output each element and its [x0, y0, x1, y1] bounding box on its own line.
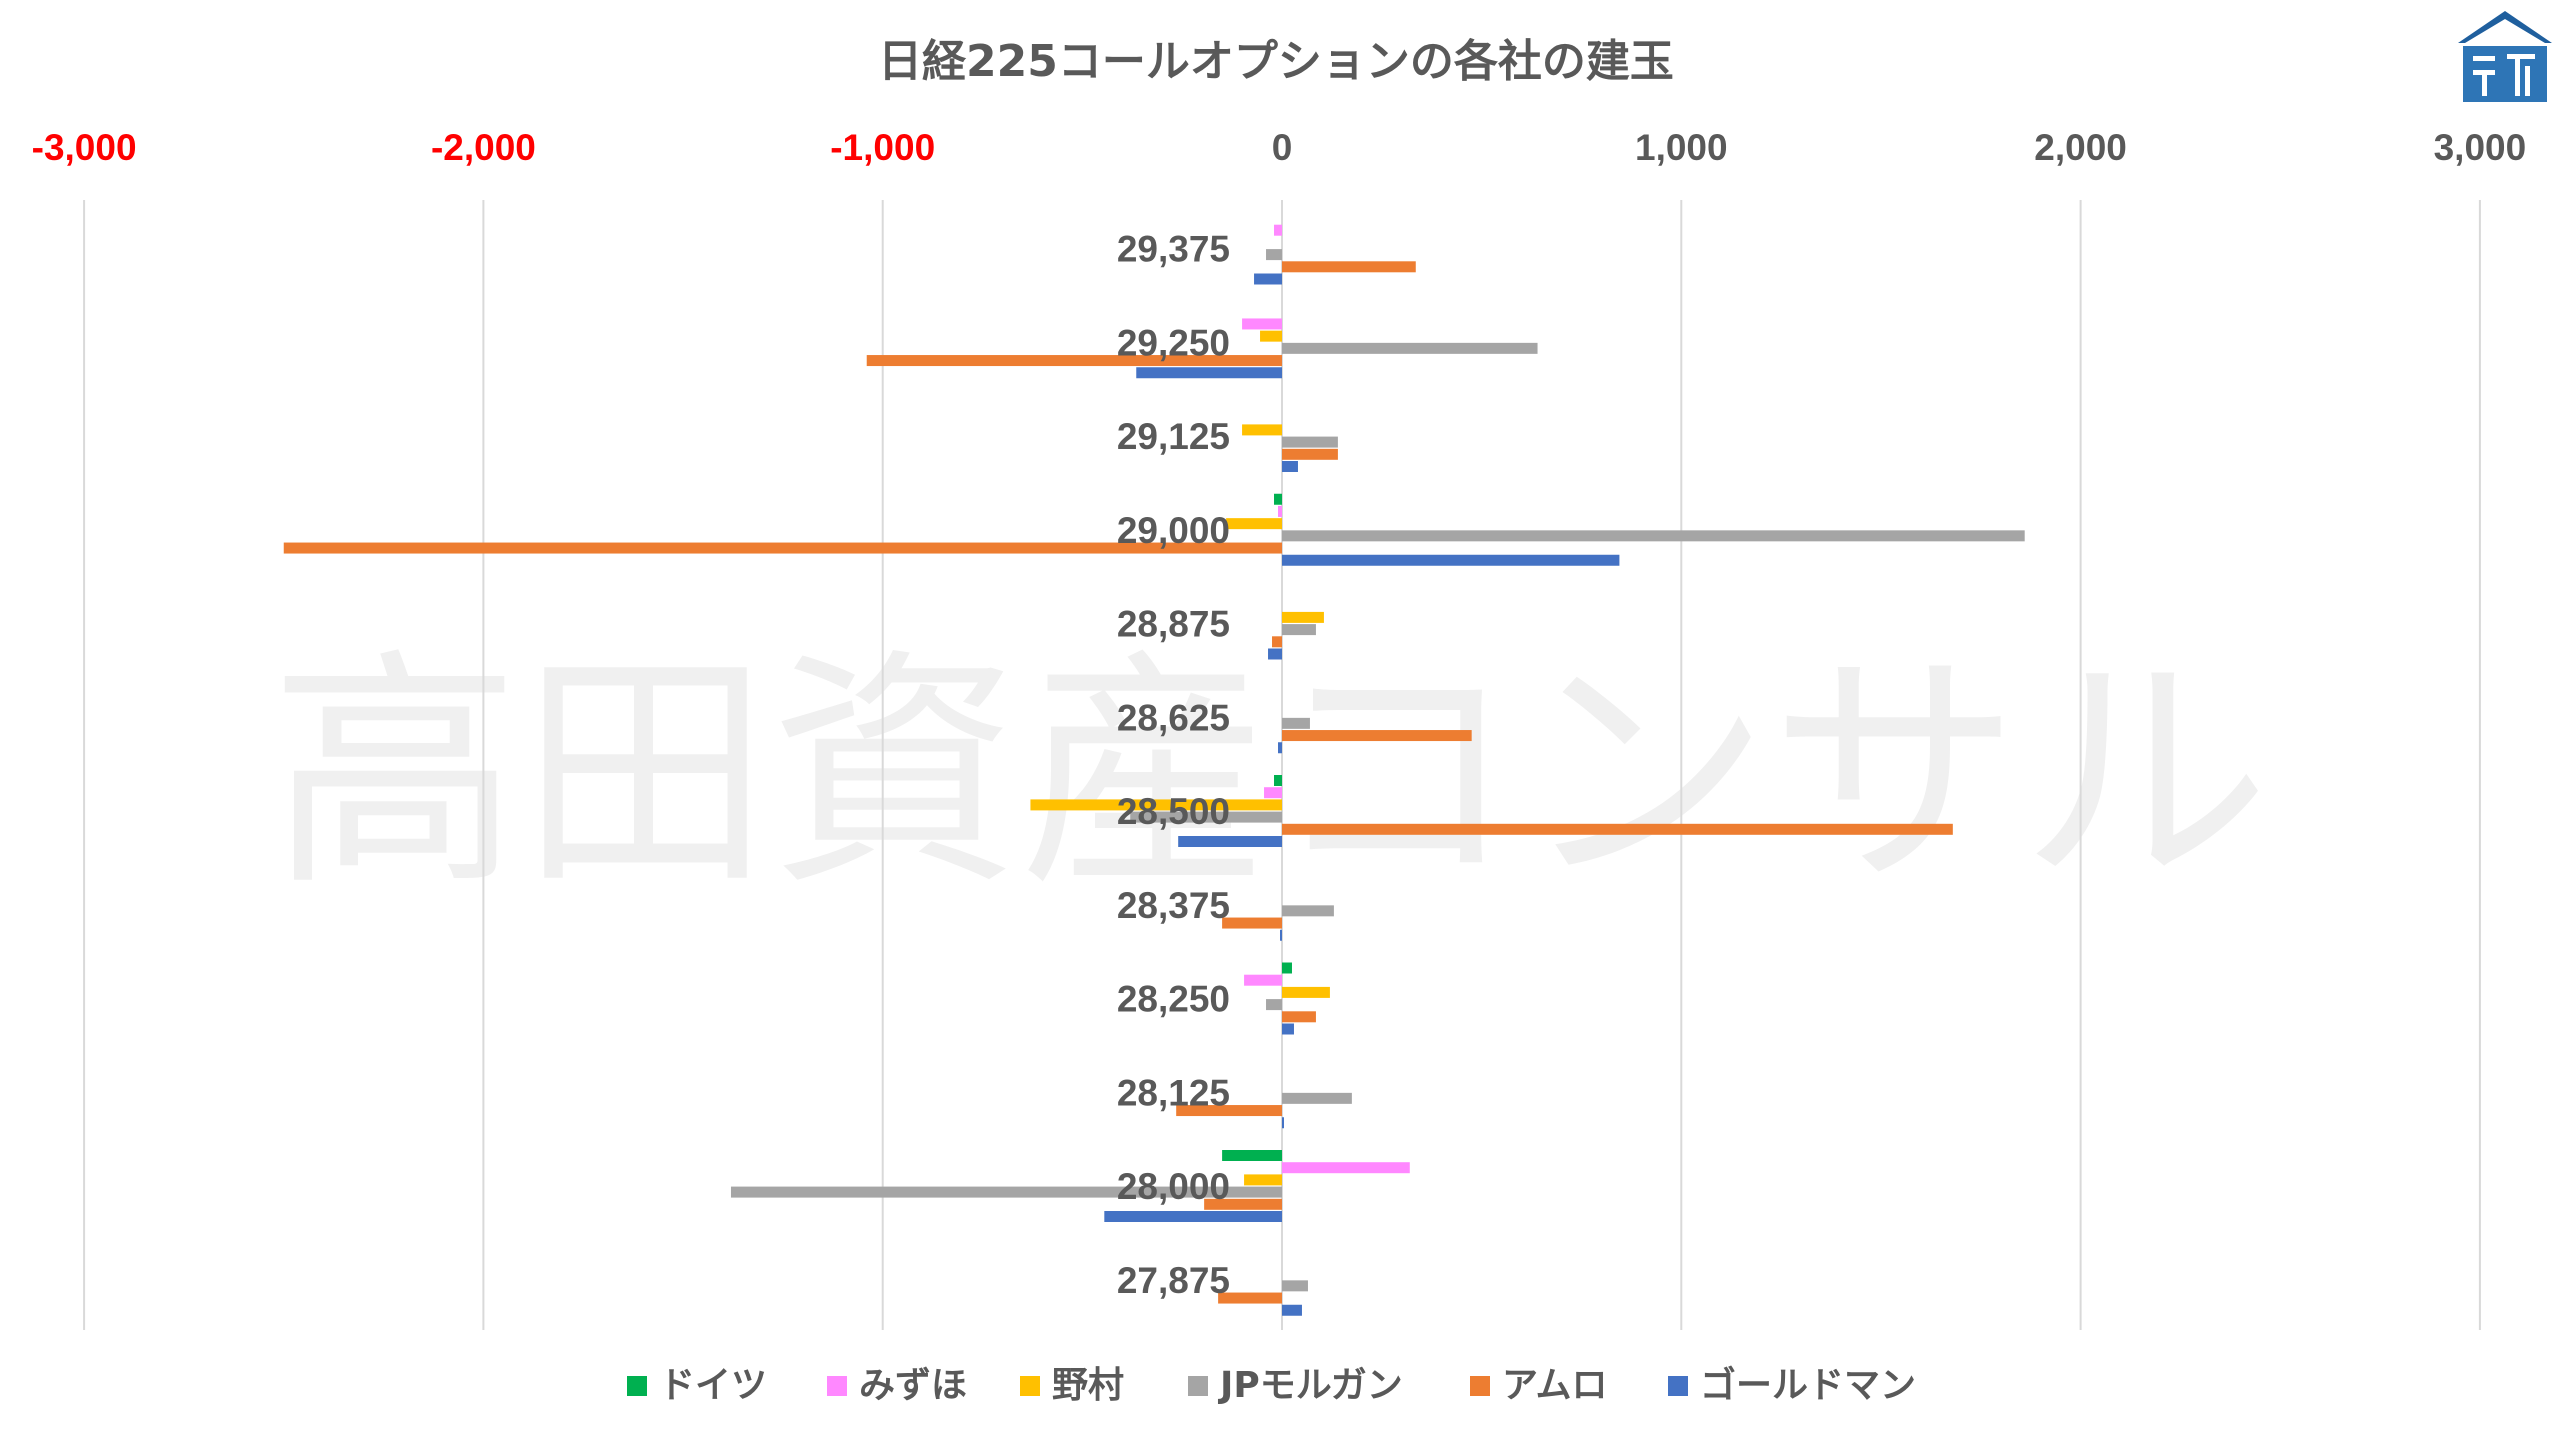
bar: [1282, 986, 1330, 998]
bar: [1178, 836, 1282, 847]
bar: [1264, 787, 1282, 799]
x-tick-label: 2,000: [2034, 127, 2127, 168]
bar: [1136, 367, 1282, 379]
bar: [1274, 224, 1282, 236]
logo-icon: [2458, 11, 2552, 102]
bar: [1282, 717, 1310, 729]
bar: [1242, 318, 1282, 330]
bar: [730, 1186, 1282, 1198]
legend-swatch: [1470, 1376, 1490, 1396]
legend-swatch: [627, 1376, 647, 1396]
bar: [1282, 342, 1538, 354]
category-label: 28,125: [1117, 1072, 1230, 1113]
watermark: 高田資産コンサル: [270, 628, 2270, 919]
bar: [1242, 424, 1282, 436]
bar: [1260, 330, 1282, 342]
bar: [1282, 530, 2025, 542]
bar: [1244, 1174, 1282, 1186]
bar: [1282, 261, 1416, 273]
bar: [1282, 448, 1338, 460]
chart-title: 日経225コールオプションの各社の建玉: [878, 36, 1674, 87]
bar: [1254, 273, 1282, 285]
bar: [1282, 1092, 1352, 1104]
bar: [1282, 962, 1292, 974]
category-label: 28,000: [1117, 1166, 1230, 1207]
bar: [1130, 811, 1282, 823]
bar: [1272, 636, 1282, 648]
legend: ドイツ みずほ 野村 JPモルガン アムロ ゴールドマン: [627, 1364, 1916, 1406]
bar: [1274, 775, 1282, 786]
x-tick-label: -3,000: [32, 127, 137, 168]
category-label: 28,250: [1117, 979, 1230, 1020]
bar: [1278, 505, 1282, 517]
bar: [1282, 905, 1334, 917]
bar: [1282, 1117, 1284, 1129]
category-labels: 29,375 29,250 29,125 29,000 28,875 28,625 28,5…: [1117, 229, 1230, 1301]
legend-label: アムロ: [1502, 1365, 1607, 1406]
bar: [1222, 1150, 1282, 1161]
bar: [1244, 974, 1282, 986]
bar: [1266, 249, 1282, 261]
x-tick-label: 3,000: [2434, 127, 2527, 168]
bar: [1278, 742, 1282, 754]
category-label: 27,875: [1117, 1260, 1230, 1301]
category-label: 29,250: [1117, 322, 1230, 363]
bar: [1218, 1292, 1282, 1304]
bar: [1176, 1105, 1282, 1117]
bar: [1282, 436, 1338, 448]
bar: [1266, 999, 1282, 1011]
gridlines: [83, 200, 2481, 1330]
x-tick-label: 1,000: [1635, 127, 1728, 168]
x-axis-ticks: -3,000 -2,000 -1,000 0 1,000 2,000 3,000: [32, 127, 2527, 168]
bar: [1282, 624, 1316, 636]
legend-swatch: [1668, 1376, 1688, 1396]
bar: [1268, 648, 1282, 660]
bar: [1282, 554, 1620, 566]
bar: [1280, 929, 1282, 941]
bar: [1282, 1162, 1410, 1174]
x-tick-label: -1,000: [830, 127, 935, 168]
bar: [1282, 611, 1324, 623]
category-label: 29,125: [1117, 416, 1230, 457]
category-label: 29,375: [1117, 229, 1230, 270]
bar: [1274, 493, 1282, 505]
bar: [1204, 1198, 1282, 1210]
legend-label: ゴールドマン: [1700, 1364, 1916, 1406]
bar: [866, 355, 1282, 367]
bars: [283, 224, 2025, 1316]
bar: [283, 542, 1282, 554]
legend-label: みずほ: [859, 1365, 967, 1406]
legend-label: JPモルガン: [1217, 1365, 1403, 1406]
legend-swatch: [827, 1376, 847, 1396]
category-label: 28,500: [1117, 791, 1230, 832]
bar: [1282, 1304, 1302, 1316]
bar: [1226, 518, 1282, 530]
legend-label: 野村: [1052, 1365, 1124, 1406]
legend-label: ドイツ: [659, 1365, 767, 1406]
bar: [1030, 799, 1282, 811]
category-label: 28,875: [1117, 604, 1230, 645]
bar: [1104, 1211, 1282, 1222]
category-label: 29,000: [1117, 510, 1230, 551]
bar: [1282, 1011, 1316, 1023]
legend-swatch: [1020, 1376, 1040, 1396]
category-label: 28,625: [1117, 697, 1230, 738]
legend-swatch: [1188, 1376, 1208, 1396]
bar: [1222, 917, 1282, 929]
x-tick-label: 0: [1272, 127, 1293, 168]
category-label: 28,375: [1117, 885, 1230, 926]
bar: [1282, 461, 1298, 472]
bar: [1282, 1023, 1294, 1035]
bar: [1282, 823, 1953, 835]
bar: [1282, 730, 1472, 742]
x-tick-label: -2,000: [431, 127, 536, 168]
bar: [1282, 1280, 1308, 1292]
